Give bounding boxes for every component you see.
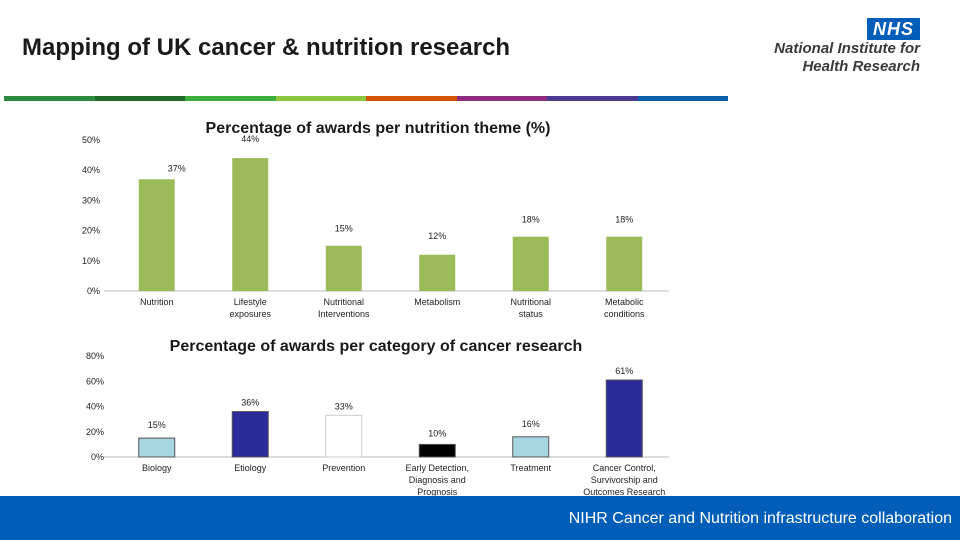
category-label: Etiology (234, 463, 267, 473)
category-label: Treatment (510, 463, 551, 473)
y-tick-label: 50% (82, 135, 100, 145)
data-label: 18% (522, 215, 540, 225)
y-tick-label: 0% (91, 452, 104, 462)
chart-title: Percentage of awards per category of can… (170, 338, 583, 355)
logo-line-1: National Institute for (774, 40, 920, 57)
data-label: 18% (615, 215, 633, 225)
y-tick-label: 40% (82, 165, 100, 175)
nhs-logo-box: NHS (866, 18, 920, 40)
bar (231, 411, 269, 458)
category-label: Metabolism (414, 297, 460, 307)
nihr-logo: NHS National Institute for Health Resear… (720, 18, 920, 78)
y-tick-label: 20% (86, 427, 104, 437)
y-tick-label: 40% (86, 402, 104, 412)
stripe-segment (185, 96, 276, 101)
stripe-segment (547, 96, 638, 101)
bar (419, 254, 456, 291)
category-label: Cancer Control, Survivorship and Outcomes … (583, 463, 665, 497)
y-tick-label: 0% (87, 286, 100, 296)
header-color-stripe (4, 96, 728, 101)
data-label: 12% (428, 231, 446, 241)
category-label: Early Detection, Diagnosis and Prognosis (405, 463, 469, 497)
bar (138, 437, 176, 458)
data-label: 15% (148, 420, 166, 430)
chart-title: Percentage of awards per nutrition theme… (206, 120, 551, 137)
bar (512, 436, 550, 458)
data-label: 10% (428, 428, 446, 438)
bar (605, 379, 643, 458)
stripe-segment (637, 96, 728, 101)
category-label: Nutritional Interventions (318, 297, 370, 319)
category-label: Nutrition (140, 297, 174, 307)
bar (606, 236, 643, 291)
bar (325, 245, 362, 291)
footer-bar: NIHR Cancer and Nutrition infrastructure… (0, 496, 960, 540)
y-tick-label: 30% (82, 195, 100, 205)
stripe-segment (94, 96, 185, 101)
category-label: Metabolic conditions (604, 297, 645, 319)
stripe-segment (4, 96, 95, 101)
data-label: 16% (522, 419, 540, 429)
category-label: Nutritional status (510, 297, 551, 319)
bar (325, 414, 363, 458)
y-tick-label: 20% (82, 226, 100, 236)
category-label: Biology (142, 463, 172, 473)
y-tick-label: 10% (82, 256, 100, 266)
bar (138, 179, 175, 291)
page-title: Mapping of UK cancer & nutrition researc… (22, 34, 511, 61)
data-label: 15% (335, 224, 353, 234)
stripe-segment (456, 96, 547, 101)
data-label: 33% (335, 401, 353, 411)
footer-text: NIHR Cancer and Nutrition infrastructure… (568, 510, 952, 527)
stripe-segment (366, 96, 457, 101)
y-tick-label: 80% (86, 351, 104, 361)
data-label: 37% (168, 163, 186, 173)
data-label: 36% (241, 398, 259, 408)
logo-line-2: Health Research (802, 58, 920, 75)
bar (232, 158, 269, 291)
y-tick-label: 60% (86, 376, 104, 386)
bar (418, 443, 456, 458)
data-label: 61% (615, 366, 633, 376)
category-label: Prevention (322, 463, 365, 473)
stripe-segment (275, 96, 366, 101)
category-label: Lifestyle exposures (229, 297, 271, 319)
bar (512, 236, 549, 291)
data-label: 44% (241, 134, 259, 144)
